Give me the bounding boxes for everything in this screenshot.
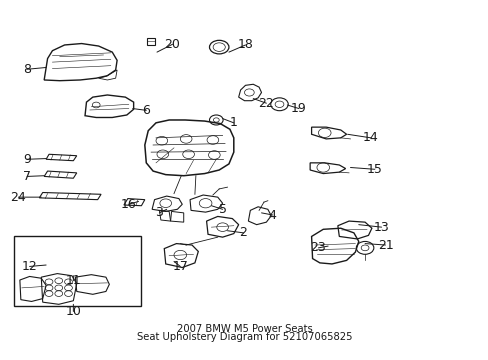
- Text: 14: 14: [362, 131, 378, 144]
- Text: 15: 15: [366, 163, 382, 176]
- Text: 6: 6: [142, 104, 150, 117]
- Text: 22: 22: [258, 97, 274, 110]
- Text: 8: 8: [23, 63, 31, 76]
- Text: 13: 13: [373, 221, 389, 234]
- Text: Seat Upholstery Diagram for 52107065825: Seat Upholstery Diagram for 52107065825: [137, 332, 351, 342]
- Text: 3: 3: [155, 206, 163, 219]
- Text: 4: 4: [268, 208, 276, 221]
- Text: 2007 BMW M5 Power Seats: 2007 BMW M5 Power Seats: [176, 324, 312, 334]
- Text: 17: 17: [172, 260, 188, 273]
- Text: 11: 11: [65, 274, 81, 287]
- Text: 21: 21: [377, 239, 392, 252]
- Text: 9: 9: [23, 153, 31, 166]
- Text: 1: 1: [229, 116, 237, 129]
- Text: 19: 19: [290, 102, 306, 115]
- Text: 16: 16: [121, 198, 136, 211]
- Text: 18: 18: [237, 39, 253, 51]
- Text: 2: 2: [239, 226, 247, 239]
- Text: 23: 23: [310, 241, 325, 255]
- Text: 5: 5: [218, 203, 226, 216]
- Bar: [14, 236, 141, 306]
- Text: 24: 24: [11, 191, 26, 204]
- Text: 20: 20: [164, 38, 180, 51]
- Text: 7: 7: [23, 170, 31, 183]
- Text: 12: 12: [21, 260, 38, 273]
- Text: 10: 10: [65, 305, 81, 318]
